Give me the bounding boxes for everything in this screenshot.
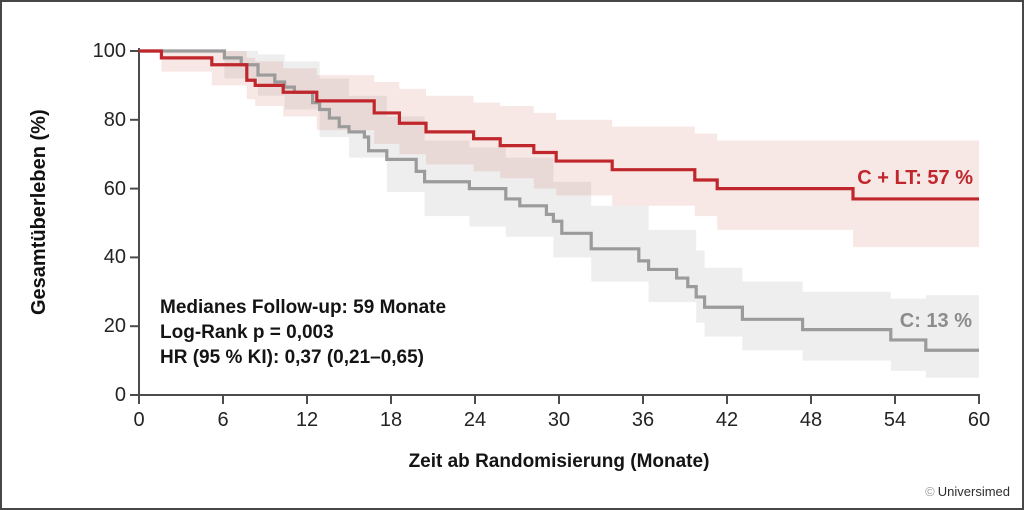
km-curve-c	[139, 49, 979, 352]
km-curve-c-plus-lt	[139, 49, 979, 201]
stats-line-logrank-p: Log-Rank p = 0,003	[160, 322, 334, 343]
y-tick-label-20: 20	[103, 315, 126, 338]
x-axis-tick-labels: 0 6 12 18 24 30 36 42 48 54 60	[2, 2, 1022, 442]
series-label-c: C: 13 %	[899, 310, 972, 332]
x-tick-label-12: 12	[295, 409, 319, 431]
copyright-name: Universimed	[937, 484, 1010, 499]
y-tick-label-60: 60	[103, 177, 126, 200]
stats-annotation-block: Medianes Follow-up: 59 Monate Log-Rank p…	[160, 295, 446, 370]
y-tick-label-0: 0	[114, 384, 126, 406]
x-tick-label-30: 30	[547, 409, 571, 431]
x-tick-label-60: 60	[967, 409, 991, 431]
x-axis-title-text: Zeit ab Randomisierung (Monate)	[408, 451, 710, 472]
y-axis-tick-labels: 0 20 40 60 80 100	[82, 2, 126, 422]
x-tick-label-42: 42	[715, 409, 739, 431]
x-tick-label-18: 18	[379, 409, 403, 431]
stats-line-median-followup: Medianes Follow-up: 59 Monate	[160, 297, 447, 318]
y-tick-label-80: 80	[103, 108, 126, 131]
x-axis-title: Zeit ab Randomisierung (Monate)	[2, 451, 1022, 473]
x-tick-label-0: 0	[133, 409, 145, 431]
copyright-symbol: ©	[925, 484, 935, 499]
x-tick-label-54: 54	[883, 409, 907, 431]
stats-line-hazard-ratio: HR (95 % KI): 0,37 (0,21–0,65)	[160, 347, 425, 368]
x-tick-label-36: 36	[631, 409, 655, 431]
x-tick-label-6: 6	[217, 409, 229, 431]
x-tick-label-48: 48	[799, 409, 823, 431]
y-tick-label-40: 40	[103, 246, 126, 269]
ci-band-c	[224, 51, 979, 378]
copyright-note: © Universimed	[925, 484, 1010, 499]
x-tick-label-24: 24	[463, 409, 487, 431]
y-tick-label-100: 100	[92, 40, 126, 62]
series-label-c-plus-lt: C + LT: 57 %	[857, 167, 973, 189]
